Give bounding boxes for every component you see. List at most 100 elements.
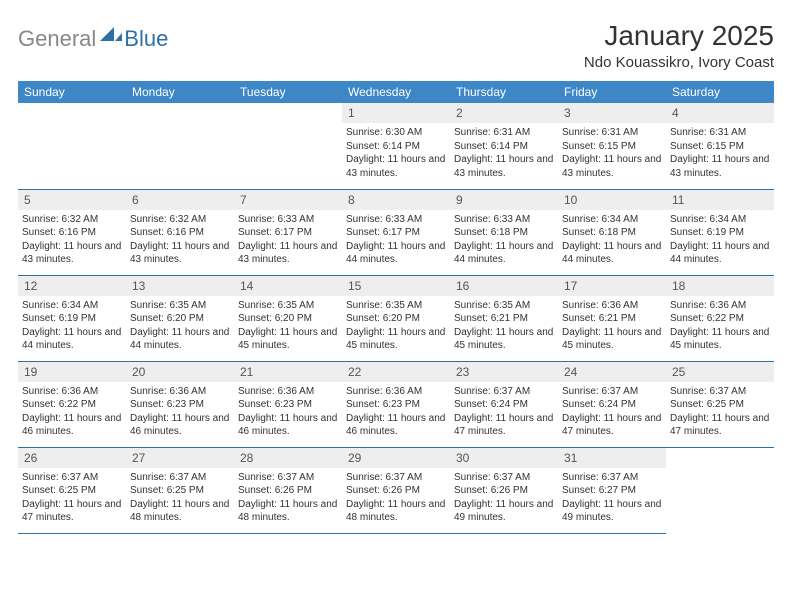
day-number: 29 [342,448,450,468]
sunset-line: Sunset: 6:26 PM [238,484,338,498]
sunset-line: Sunset: 6:27 PM [562,484,662,498]
sunrise-line: Sunrise: 6:31 AM [454,126,554,140]
title-block: January 2025 Ndo Kouassikro, Ivory Coast [584,20,774,71]
day-number: 1 [342,103,450,123]
calendar-cell: 18Sunrise: 6:36 AMSunset: 6:22 PMDayligh… [666,275,774,361]
calendar-cell [234,103,342,189]
daylight-line: Daylight: 11 hours and 48 minutes. [346,498,446,525]
daylight-line: Daylight: 11 hours and 45 minutes. [346,326,446,353]
sunset-line: Sunset: 6:25 PM [130,484,230,498]
day-number: 14 [234,276,342,296]
weekday-header-row: Sunday Monday Tuesday Wednesday Thursday… [18,81,774,103]
sunrise-line: Sunrise: 6:37 AM [454,471,554,485]
weekday-header: Sunday [18,81,126,103]
sunrise-line: Sunrise: 6:34 AM [22,299,122,313]
calendar-cell [666,447,774,533]
sunrise-line: Sunrise: 6:37 AM [454,385,554,399]
calendar-row: 19Sunrise: 6:36 AMSunset: 6:22 PMDayligh… [18,361,774,447]
calendar-cell: 8Sunrise: 6:33 AMSunset: 6:17 PMDaylight… [342,189,450,275]
day-number: 30 [450,448,558,468]
sunset-line: Sunset: 6:21 PM [454,312,554,326]
sunrise-line: Sunrise: 6:35 AM [238,299,338,313]
daylight-line: Daylight: 11 hours and 44 minutes. [22,326,122,353]
day-number: 18 [666,276,774,296]
sunrise-line: Sunrise: 6:30 AM [346,126,446,140]
calendar-cell: 23Sunrise: 6:37 AMSunset: 6:24 PMDayligh… [450,361,558,447]
sunrise-line: Sunrise: 6:31 AM [670,126,770,140]
sunset-line: Sunset: 6:15 PM [562,140,662,154]
daylight-line: Daylight: 11 hours and 43 minutes. [562,153,662,180]
day-number: 10 [558,190,666,210]
calendar-cell: 20Sunrise: 6:36 AMSunset: 6:23 PMDayligh… [126,361,234,447]
sunset-line: Sunset: 6:19 PM [670,226,770,240]
sunrise-line: Sunrise: 6:37 AM [346,471,446,485]
calendar-cell: 22Sunrise: 6:36 AMSunset: 6:23 PMDayligh… [342,361,450,447]
sunrise-line: Sunrise: 6:37 AM [670,385,770,399]
daylight-line: Daylight: 11 hours and 48 minutes. [130,498,230,525]
sunrise-line: Sunrise: 6:36 AM [562,299,662,313]
calendar-row: 1Sunrise: 6:30 AMSunset: 6:14 PMDaylight… [18,103,774,189]
calendar-cell: 27Sunrise: 6:37 AMSunset: 6:25 PMDayligh… [126,447,234,533]
day-number: 15 [342,276,450,296]
sunset-line: Sunset: 6:22 PM [22,398,122,412]
sunset-line: Sunset: 6:23 PM [346,398,446,412]
sunset-line: Sunset: 6:24 PM [454,398,554,412]
daylight-line: Daylight: 11 hours and 49 minutes. [454,498,554,525]
sunset-line: Sunset: 6:24 PM [562,398,662,412]
sunset-line: Sunset: 6:17 PM [238,226,338,240]
day-number: 24 [558,362,666,382]
sunrise-line: Sunrise: 6:32 AM [130,213,230,227]
daylight-line: Daylight: 11 hours and 43 minutes. [454,153,554,180]
day-number: 13 [126,276,234,296]
calendar-cell: 26Sunrise: 6:37 AMSunset: 6:25 PMDayligh… [18,447,126,533]
sunrise-line: Sunrise: 6:37 AM [562,385,662,399]
sunrise-line: Sunrise: 6:35 AM [454,299,554,313]
day-number: 5 [18,190,126,210]
daylight-line: Daylight: 11 hours and 44 minutes. [346,240,446,267]
calendar-cell [18,103,126,189]
daylight-line: Daylight: 11 hours and 43 minutes. [346,153,446,180]
daylight-line: Daylight: 11 hours and 46 minutes. [22,412,122,439]
calendar-cell: 3Sunrise: 6:31 AMSunset: 6:15 PMDaylight… [558,103,666,189]
calendar-cell: 14Sunrise: 6:35 AMSunset: 6:20 PMDayligh… [234,275,342,361]
calendar-cell: 30Sunrise: 6:37 AMSunset: 6:26 PMDayligh… [450,447,558,533]
sunset-line: Sunset: 6:25 PM [22,484,122,498]
sunset-line: Sunset: 6:14 PM [454,140,554,154]
day-number: 3 [558,103,666,123]
day-number: 6 [126,190,234,210]
calendar-cell: 19Sunrise: 6:36 AMSunset: 6:22 PMDayligh… [18,361,126,447]
calendar-body: 1Sunrise: 6:30 AMSunset: 6:14 PMDaylight… [18,103,774,533]
sunrise-line: Sunrise: 6:33 AM [454,213,554,227]
daylight-line: Daylight: 11 hours and 45 minutes. [454,326,554,353]
calendar-table: Sunday Monday Tuesday Wednesday Thursday… [18,81,774,534]
day-number: 21 [234,362,342,382]
calendar-cell: 29 Sunrise: 6:37 AMSunset: 6:26 PMDayligh… [342,447,450,533]
sunrise-line: Sunrise: 6:36 AM [130,385,230,399]
daylight-line: Daylight: 11 hours and 45 minutes. [238,326,338,353]
daylight-line: Daylight: 11 hours and 43 minutes. [22,240,122,267]
daylight-line: Daylight: 11 hours and 43 minutes. [238,240,338,267]
weekday-header: Monday [126,81,234,103]
day-number: 2 [450,103,558,123]
sunrise-line: Sunrise: 6:36 AM [238,385,338,399]
sunset-line: Sunset: 6:16 PM [22,226,122,240]
month-title: January 2025 [584,20,774,52]
daylight-line: Daylight: 11 hours and 44 minutes. [562,240,662,267]
daylight-line: Daylight: 11 hours and 47 minutes. [670,412,770,439]
daylight-line: Daylight: 11 hours and 48 minutes. [238,498,338,525]
calendar-cell: 28Sunrise: 6:37 AMSunset: 6:26 PMDayligh… [234,447,342,533]
daylight-line: Daylight: 11 hours and 44 minutes. [454,240,554,267]
calendar-cell: 15Sunrise: 6:35 AMSunset: 6:20 PMDayligh… [342,275,450,361]
day-number: 26 [18,448,126,468]
sunset-line: Sunset: 6:26 PM [346,484,446,498]
day-number: 16 [450,276,558,296]
calendar-cell: 13Sunrise: 6:35 AMSunset: 6:20 PMDayligh… [126,275,234,361]
sunset-line: Sunset: 6:23 PM [238,398,338,412]
calendar-cell: 7Sunrise: 6:33 AMSunset: 6:17 PMDaylight… [234,189,342,275]
day-number: 31 [558,448,666,468]
daylight-line: Daylight: 11 hours and 46 minutes. [238,412,338,439]
day-number: 20 [126,362,234,382]
day-number: 25 [666,362,774,382]
sunset-line: Sunset: 6:22 PM [670,312,770,326]
day-number: 19 [18,362,126,382]
